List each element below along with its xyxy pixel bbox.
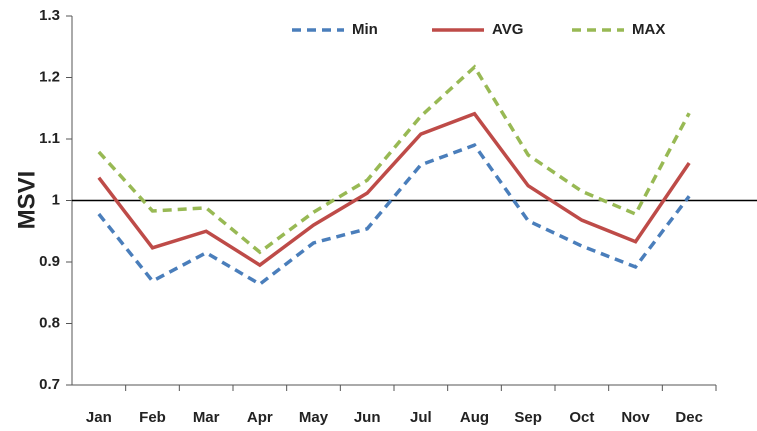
legend-label: Min (352, 21, 378, 38)
x-tick-label: Dec (675, 409, 703, 426)
y-tick-label: 1.2 (39, 68, 60, 85)
x-tick-label: Feb (139, 409, 166, 426)
series-line (97, 64, 691, 255)
x-tick-label: Jun (354, 409, 381, 426)
x-tick-label: Jul (410, 409, 432, 426)
y-tick-label: 0.8 (39, 314, 60, 331)
y-tick-label: 1.3 (39, 7, 60, 24)
legend-label: AVG (492, 21, 523, 38)
x-tick-label: Sep (514, 409, 542, 426)
x-tick-label: Oct (569, 409, 594, 426)
x-tick-label: Aug (460, 409, 489, 426)
x-tick-label: Nov (621, 409, 650, 426)
y-tick-label: 0.9 (39, 253, 60, 270)
x-tick-label: May (299, 409, 329, 426)
legend-label: MAX (632, 21, 665, 38)
series-line (97, 111, 691, 268)
y-tick-label: 1.1 (39, 130, 60, 147)
series-line (97, 143, 691, 287)
x-tick-label: Mar (193, 409, 220, 426)
y-tick-label: 1 (52, 191, 60, 208)
y-tick-label: 0.7 (39, 376, 60, 393)
x-tick-label: Apr (247, 409, 273, 426)
y-axis-label: MSVI (13, 171, 40, 230)
x-tick-label: Jan (86, 409, 112, 426)
